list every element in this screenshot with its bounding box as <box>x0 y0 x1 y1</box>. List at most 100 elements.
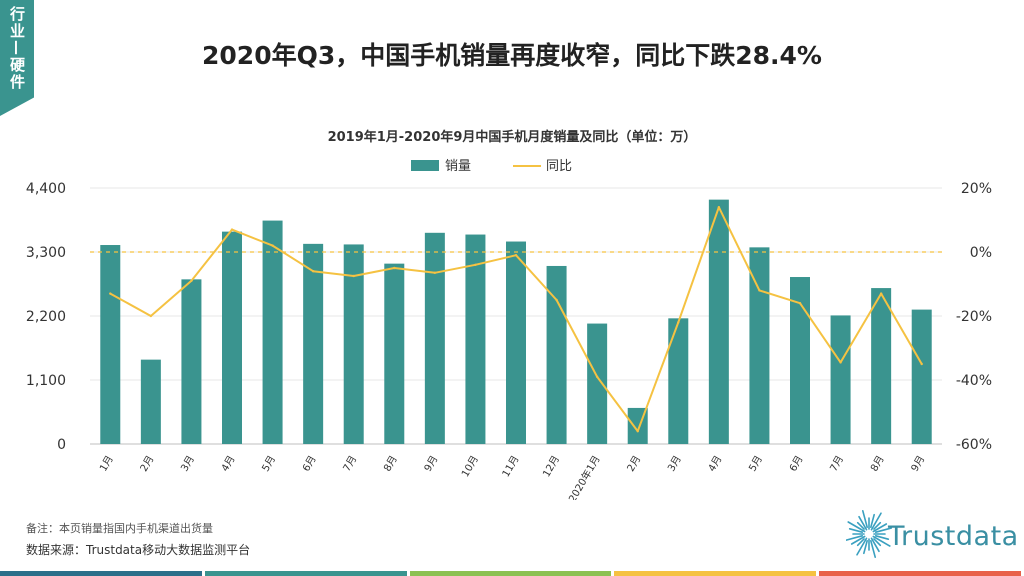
yoy-point <box>879 292 883 295</box>
yoy-point <box>149 314 153 318</box>
bottom-bar-segment <box>819 571 1021 576</box>
yoy-point <box>717 206 721 209</box>
burst-ray <box>872 523 888 533</box>
bar <box>465 234 486 444</box>
section-tag-label: 行业—硬件 <box>8 6 26 91</box>
x-tick-label: 8月 <box>868 454 887 474</box>
section-tag: 行业—硬件 <box>0 0 34 116</box>
burst-ray <box>861 510 868 529</box>
bar <box>100 245 121 444</box>
bottom-bar-segment <box>204 571 407 576</box>
bar <box>790 277 810 444</box>
bar <box>708 199 729 444</box>
x-tick-label: 6月 <box>787 454 806 474</box>
yoy-point <box>920 362 923 366</box>
burst-ray <box>874 526 893 533</box>
x-tick-label: 3月 <box>178 454 197 474</box>
x-tick-label: 11月 <box>500 454 522 480</box>
chart: 2019年1月-2020年9月中国手机月度销量及同比（单位：万） 销量 同比 0… <box>26 129 992 500</box>
x-tick-label: 2月 <box>138 454 157 474</box>
burst-ray <box>872 535 891 547</box>
x-tick-label: 5月 <box>260 454 279 474</box>
yoy-point <box>311 270 315 273</box>
page-title: 2020年Q3，中国手机销量再度收窄，同比下跌28.4% <box>202 41 822 70</box>
bottom-bar-segment <box>614 571 817 576</box>
burst-ray <box>850 535 866 545</box>
y-right-tick-label: -20% <box>956 309 992 325</box>
x-tick-label: 10月 <box>459 454 481 480</box>
burst-ray <box>870 539 877 558</box>
burst-ray <box>848 528 864 533</box>
burst-ray <box>870 513 875 529</box>
x-tick-label: 12月 <box>540 454 562 480</box>
bar <box>911 309 932 444</box>
bar <box>506 241 526 444</box>
x-tick-label: 7月 <box>828 454 847 474</box>
yoy-point <box>393 266 396 270</box>
yoy-point <box>636 430 639 433</box>
x-tick-label: 3月 <box>665 454 684 474</box>
legend-bar-swatch <box>411 160 439 171</box>
bar <box>303 243 324 444</box>
x-axis: 1月 2月 3月 4月 5月 6月 7月 8月 9月 10月 11月 12月 2020年1月 2月 3月 4月… <box>97 453 927 500</box>
y-right-tick-label: -60% <box>956 437 992 453</box>
burst-ray <box>856 538 865 547</box>
y-axis-right: -60% -40% -20% 0% 20% <box>956 181 992 453</box>
yoy-point <box>433 271 437 274</box>
yoy-point <box>230 228 234 231</box>
bottom-bar-segment <box>409 571 612 576</box>
legend-line-label: 同比 <box>546 159 572 174</box>
bar <box>384 263 405 444</box>
bar <box>830 315 851 444</box>
footnote-note: 备注：本页销量指国内手机渠道出货量 <box>26 522 213 535</box>
x-tick-label: 7月 <box>341 454 360 474</box>
y-axis-left: 0 1,100 2,200 3,300 4,400 <box>26 181 66 453</box>
bar <box>343 244 364 444</box>
x-tick-label: 1月 <box>97 454 116 474</box>
y-left-tick-label: 4,400 <box>26 181 66 197</box>
bottom-color-bar <box>0 571 1024 576</box>
y-left-tick-label: 2,200 <box>26 309 66 325</box>
bar <box>181 279 202 444</box>
yoy-point <box>271 244 274 247</box>
yoy-point <box>474 263 477 266</box>
legend-bar-label: 销量 <box>445 159 471 174</box>
yoy-point <box>352 274 355 278</box>
burst-ray <box>856 537 868 556</box>
x-tick-label: 4月 <box>219 454 238 474</box>
bar <box>222 231 242 444</box>
yoy-point <box>839 361 842 364</box>
yoy-point <box>677 321 680 324</box>
logo-text: Trustdata <box>888 521 1019 552</box>
bar <box>587 323 608 444</box>
trustdata-logo: Trustdata <box>845 508 1019 560</box>
burst-ray <box>870 537 880 553</box>
chart-title: 2019年1月-2020年9月中国手机月度销量及同比（单位：万） <box>328 129 697 145</box>
bar <box>749 247 770 444</box>
burst-ray <box>870 512 882 531</box>
x-tick-label: 4月 <box>706 454 725 474</box>
logo-burst-icon <box>845 510 893 558</box>
burst-ray <box>874 535 890 540</box>
burst-ray <box>845 535 864 542</box>
x-tick-label: 2月 <box>625 454 644 474</box>
yoy-point <box>595 375 599 378</box>
x-tick-label: 6月 <box>300 454 319 474</box>
footnote-source: 数据来源：Trustdata移动大数据监测平台 <box>26 543 251 557</box>
bottom-bar-segment <box>0 571 202 576</box>
y-right-tick-label: 20% <box>961 181 992 197</box>
y-right-tick-label: 0% <box>970 245 992 261</box>
burst-ray <box>856 521 865 530</box>
y-left-tick-label: 1,100 <box>26 373 66 389</box>
burst-ray <box>858 515 868 531</box>
x-tick-label: 8月 <box>381 454 400 474</box>
yoy-point <box>798 302 802 305</box>
yoy-point <box>514 254 518 257</box>
burst-ray <box>873 521 882 530</box>
yoy-point <box>190 279 193 282</box>
yoy-point <box>555 298 558 302</box>
y-right-tick-label: -40% <box>956 373 992 389</box>
bar <box>668 318 689 444</box>
y-left-tick-label: 3,300 <box>26 245 66 261</box>
y-left-tick-label: 0 <box>57 437 66 453</box>
